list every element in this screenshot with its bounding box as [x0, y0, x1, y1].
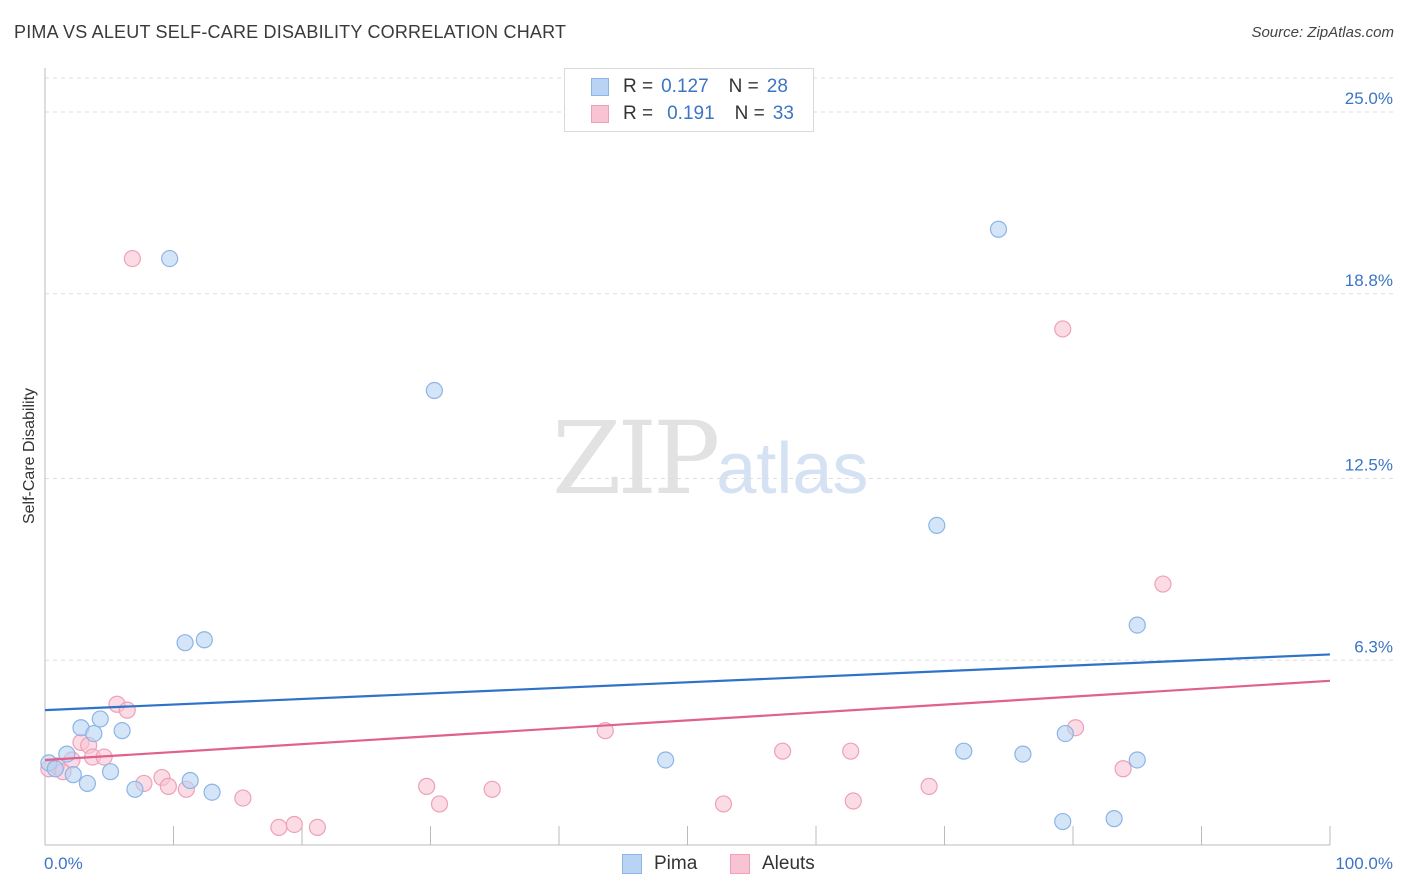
- pima-point: [126, 780, 144, 798]
- axes: [44, 68, 1331, 846]
- aleuts-point: [285, 815, 303, 834]
- aleuts-point: [118, 701, 136, 719]
- aleuts-point: [234, 789, 252, 807]
- pima-point: [176, 634, 194, 652]
- watermark: ZIPatlas: [552, 400, 868, 517]
- watermark-atlas: atlas: [716, 429, 869, 509]
- pima-point: [1105, 810, 1123, 828]
- pima-point: [203, 783, 221, 801]
- aleuts-point: [270, 818, 288, 837]
- aleuts-point: [123, 249, 141, 268]
- pima-point: [1056, 724, 1074, 743]
- aleuts-point: [1154, 575, 1172, 593]
- pima-n-label: N =: [728, 76, 759, 97]
- aleuts-points: [40, 249, 1172, 837]
- pima-point: [181, 771, 199, 790]
- tick-labels: 6.3% 12.5% 18.8% 25.0% 0.0% 100.0%: [44, 89, 1393, 873]
- pima-point: [928, 516, 946, 535]
- pima-point: [195, 631, 213, 649]
- correlation-legend: R = 0.127 N = 28 R = 0.191 N = 33: [564, 68, 814, 132]
- aleuts-point: [430, 795, 449, 813]
- aleuts-point: [159, 777, 177, 795]
- y-tick-label: 18.8%: [1345, 271, 1393, 290]
- y-tick-label: 6.3%: [1354, 637, 1393, 656]
- pima-trend-line: [44, 653, 1331, 712]
- pima-point: [78, 774, 97, 793]
- pima-point: [1054, 812, 1072, 831]
- pima-point: [955, 742, 973, 760]
- aleuts-point: [418, 777, 436, 795]
- pima-point: [1128, 616, 1146, 634]
- chart-title: PIMA VS ALEUT SELF-CARE DISABILITY CORRE…: [14, 22, 567, 42]
- pima-point: [91, 710, 109, 728]
- pima-point: [425, 381, 443, 400]
- pima-point: [657, 751, 675, 769]
- bottom-legend-aleuts: Aleuts: [730, 851, 815, 877]
- bottom-legend-pima: Pima: [622, 851, 697, 877]
- pima-swatch: [591, 78, 609, 96]
- pima-point: [989, 220, 1008, 238]
- pima-point: [101, 763, 120, 781]
- aleuts-point: [714, 795, 733, 813]
- source-label: Source: ZipAtlas.com: [1251, 24, 1394, 41]
- aleuts-trend-line: [44, 679, 1331, 762]
- grid: [45, 77, 1395, 661]
- pima-n-value: 28: [766, 76, 788, 97]
- y-axis-label: Self-Care Disability: [21, 388, 38, 524]
- pima-point: [46, 760, 64, 778]
- legend-row-pima: R = 0.127 N = 28: [565, 75, 788, 99]
- aleuts-swatch: [591, 105, 609, 123]
- y-tick-label: 25.0%: [1345, 89, 1393, 108]
- aleuts-point: [844, 792, 862, 810]
- watermark-zip: ZIP: [552, 400, 720, 517]
- aleuts-point: [308, 818, 327, 837]
- pima-r-value: 0.127: [661, 76, 709, 97]
- pima-points: [40, 220, 1146, 831]
- aleuts-legend-label: Aleuts: [762, 853, 815, 874]
- pima-legend-swatch: [622, 854, 642, 874]
- pima-r-label: R =: [623, 76, 654, 97]
- pima-legend-label: Pima: [654, 853, 698, 874]
- pima-point: [64, 766, 82, 784]
- aleuts-point: [920, 777, 938, 795]
- pima-point: [1128, 751, 1146, 769]
- x-tick-label-max: 100.0%: [1335, 854, 1393, 873]
- x-tick-label-min: 0.0%: [44, 854, 83, 873]
- pima-point: [85, 724, 103, 743]
- trend-lines: [44, 653, 1331, 762]
- aleuts-n-value: 33: [772, 103, 794, 124]
- aleuts-point: [1114, 760, 1132, 778]
- legend-row-aleuts: R = 0.191 N = 33: [565, 102, 794, 126]
- aleuts-r-label: R =: [623, 103, 654, 124]
- aleuts-point: [773, 742, 792, 760]
- aleuts-point: [842, 742, 860, 760]
- aleuts-legend-swatch: [730, 854, 750, 874]
- pima-point: [1014, 745, 1032, 763]
- y-tick-label: 12.5%: [1345, 455, 1393, 474]
- pima-point: [113, 722, 131, 740]
- aleuts-point: [1054, 320, 1072, 338]
- aleuts-n-label: N =: [734, 103, 765, 124]
- aleuts-point: [483, 780, 501, 798]
- pima-point: [161, 249, 179, 268]
- aleuts-r-value: 0.191: [667, 103, 715, 124]
